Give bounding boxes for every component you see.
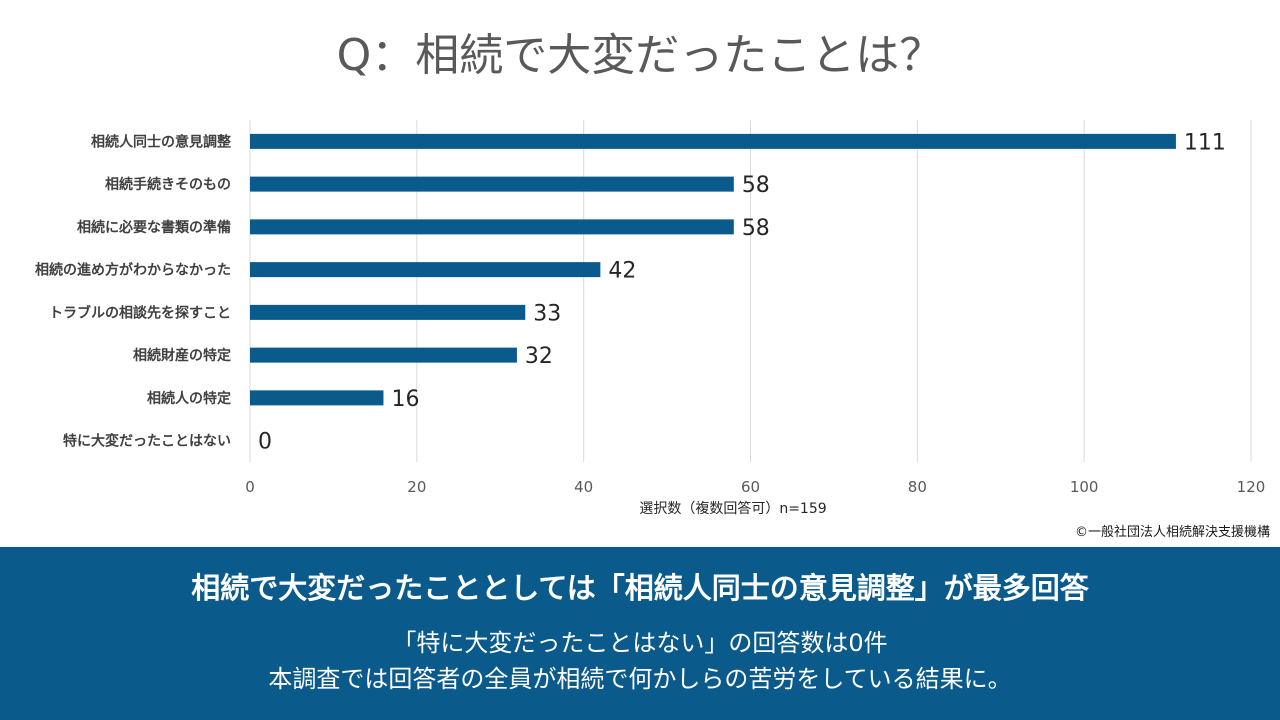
data-label: 42 [608,259,636,284]
x-axis-label: 選択数（複数回答可）n=159 [639,500,826,517]
x-tick-label: 100 [1070,478,1099,496]
summary-line-1: 「特に大変だったことはない」の回答数は0件 [392,629,888,657]
x-tick-label: 60 [741,478,760,496]
category-label: 相続人の特定 [147,390,231,407]
category-label: 相続人同士の意見調整 [91,133,232,150]
bar [250,219,734,235]
data-label: 111 [1184,130,1226,155]
bar [250,176,734,192]
x-tick-label: 80 [908,478,927,496]
bar [250,304,526,320]
x-tick-label: 120 [1237,478,1266,496]
bar-chart: 0 20 40 60 80 100 120 相続人同士の意見調整 111 相続手続きそのもの 58 相… [35,120,1266,517]
data-label: 16 [391,387,419,412]
bar [250,347,517,363]
data-label: 58 [742,216,770,241]
x-tick-label: 20 [407,478,426,496]
category-label: トラブルの相談先を探すこと [49,304,231,321]
bar [250,390,384,406]
summary-banner: 相続で大変だったこととしては「相続人同士の意見調整」が最多回答 「特に大変だった… [0,547,1280,720]
bar [250,133,1176,149]
summary-line-2: 本調査では回答者の全員が相続で何かしらの苦労をしている結果に。 [268,665,1012,693]
x-tick-label: 40 [574,478,593,496]
data-label: 0 [258,430,272,455]
category-label: 相続の進め方がわからなかった [35,262,231,279]
page-title: Q：相続で大変だったことは？ [336,30,944,81]
data-label: 58 [742,173,770,198]
category-label: 相続財産の特定 [133,347,231,364]
category-label: 相続手続きそのもの [105,176,231,193]
category-label: 特に大変だったことはない [63,433,231,450]
summary-headline: 相続で大変だったこととしては「相続人同士の意見調整」が最多回答 [191,571,1089,605]
category-label: 相続に必要な書類の準備 [77,219,231,236]
x-tick-label: 0 [245,478,255,496]
bar [250,262,601,278]
data-label: 32 [525,344,553,369]
copyright-notice: ©一般社団法人相続解決支援機構 [1074,525,1270,540]
data-label: 33 [533,301,561,326]
